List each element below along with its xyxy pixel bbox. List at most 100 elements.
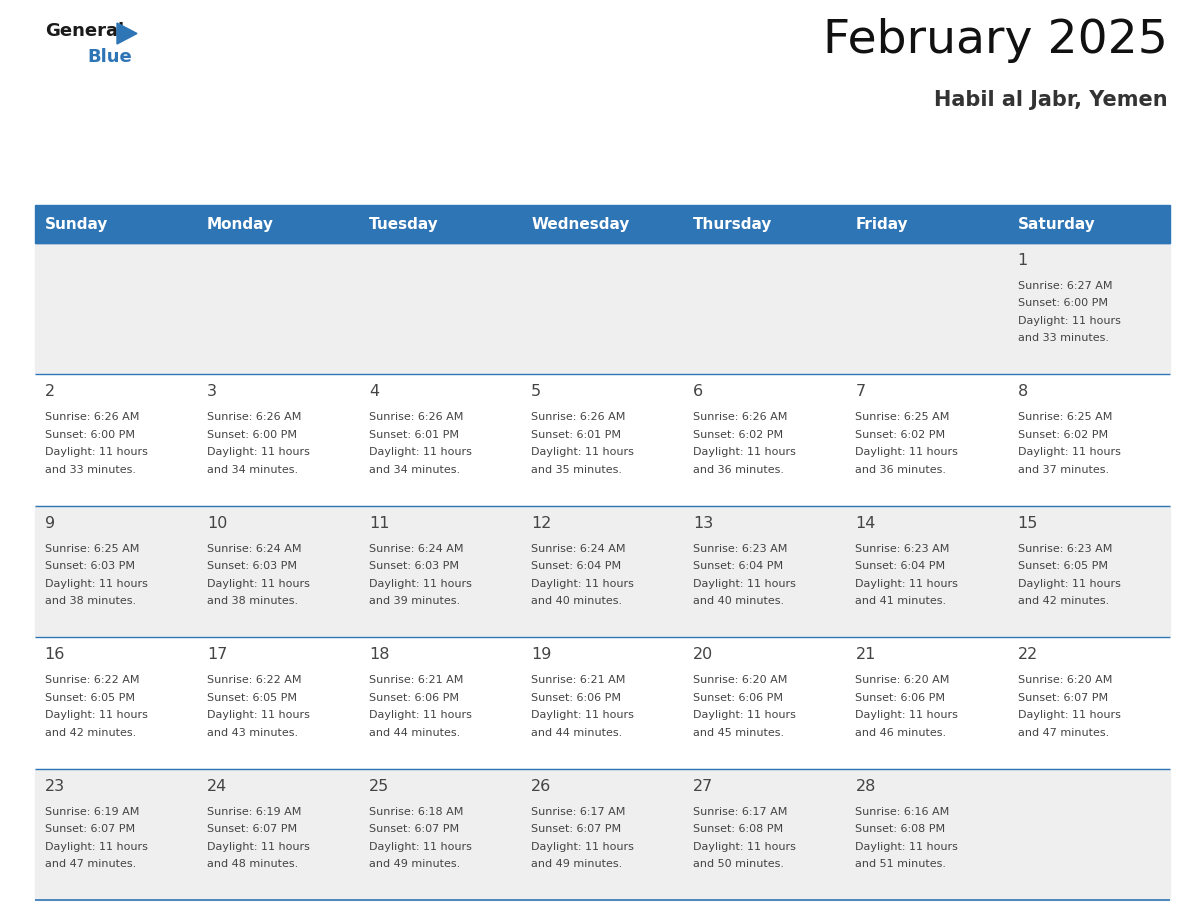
Text: and 38 minutes.: and 38 minutes. — [207, 597, 298, 606]
Polygon shape — [34, 205, 1170, 243]
Text: 25: 25 — [369, 778, 390, 793]
Text: and 44 minutes.: and 44 minutes. — [369, 728, 460, 738]
Polygon shape — [34, 375, 1170, 506]
Text: Sunrise: 6:19 AM: Sunrise: 6:19 AM — [45, 807, 139, 817]
Text: Sunrise: 6:22 AM: Sunrise: 6:22 AM — [207, 676, 302, 685]
Polygon shape — [116, 23, 137, 44]
Text: Daylight: 11 hours: Daylight: 11 hours — [45, 579, 147, 588]
Text: Monday: Monday — [207, 217, 274, 231]
Text: and 49 minutes.: and 49 minutes. — [531, 859, 623, 869]
Text: Sunset: 6:06 PM: Sunset: 6:06 PM — [694, 693, 783, 702]
Text: 22: 22 — [1018, 647, 1038, 662]
Text: Sunset: 6:06 PM: Sunset: 6:06 PM — [855, 693, 946, 702]
Text: 20: 20 — [694, 647, 714, 662]
Text: Daylight: 11 hours: Daylight: 11 hours — [207, 711, 310, 721]
Text: Daylight: 11 hours: Daylight: 11 hours — [531, 711, 634, 721]
Text: 5: 5 — [531, 385, 542, 399]
Text: Sunrise: 6:26 AM: Sunrise: 6:26 AM — [207, 412, 302, 422]
Text: Daylight: 11 hours: Daylight: 11 hours — [531, 842, 634, 852]
Text: Saturday: Saturday — [1018, 217, 1095, 231]
Text: Sunset: 6:02 PM: Sunset: 6:02 PM — [855, 430, 946, 440]
Text: Sunrise: 6:21 AM: Sunrise: 6:21 AM — [531, 676, 626, 685]
Text: Daylight: 11 hours: Daylight: 11 hours — [369, 579, 472, 588]
Text: and 37 minutes.: and 37 minutes. — [1018, 465, 1108, 475]
Text: Sunrise: 6:26 AM: Sunrise: 6:26 AM — [694, 412, 788, 422]
Text: 10: 10 — [207, 516, 227, 531]
Polygon shape — [34, 243, 1170, 375]
Text: Sunset: 6:03 PM: Sunset: 6:03 PM — [369, 561, 459, 571]
Text: Sunset: 6:07 PM: Sunset: 6:07 PM — [207, 824, 297, 834]
Text: Daylight: 11 hours: Daylight: 11 hours — [694, 447, 796, 457]
Text: Daylight: 11 hours: Daylight: 11 hours — [855, 447, 959, 457]
Text: and 47 minutes.: and 47 minutes. — [45, 859, 135, 869]
Text: and 40 minutes.: and 40 minutes. — [694, 597, 784, 606]
Text: Sunrise: 6:25 AM: Sunrise: 6:25 AM — [1018, 412, 1112, 422]
Text: 12: 12 — [531, 516, 551, 531]
Text: 3: 3 — [207, 385, 217, 399]
Text: and 36 minutes.: and 36 minutes. — [855, 465, 947, 475]
Text: Sunrise: 6:23 AM: Sunrise: 6:23 AM — [694, 543, 788, 554]
Text: and 34 minutes.: and 34 minutes. — [369, 465, 460, 475]
Text: and 50 minutes.: and 50 minutes. — [694, 859, 784, 869]
Text: Sunday: Sunday — [45, 217, 108, 231]
Text: 17: 17 — [207, 647, 227, 662]
Text: Sunrise: 6:26 AM: Sunrise: 6:26 AM — [45, 412, 139, 422]
Text: Sunrise: 6:17 AM: Sunrise: 6:17 AM — [694, 807, 788, 817]
Text: 18: 18 — [369, 647, 390, 662]
Text: 28: 28 — [855, 778, 876, 793]
Text: Sunset: 6:03 PM: Sunset: 6:03 PM — [45, 561, 134, 571]
Text: Sunset: 6:07 PM: Sunset: 6:07 PM — [1018, 693, 1107, 702]
Text: Sunrise: 6:26 AM: Sunrise: 6:26 AM — [369, 412, 463, 422]
Text: 16: 16 — [45, 647, 65, 662]
Text: Daylight: 11 hours: Daylight: 11 hours — [855, 579, 959, 588]
Text: Sunrise: 6:20 AM: Sunrise: 6:20 AM — [694, 676, 788, 685]
Text: Sunset: 6:05 PM: Sunset: 6:05 PM — [45, 693, 134, 702]
Text: and 47 minutes.: and 47 minutes. — [1018, 728, 1108, 738]
Text: Thursday: Thursday — [694, 217, 772, 231]
Text: Sunset: 6:05 PM: Sunset: 6:05 PM — [207, 693, 297, 702]
Text: Sunset: 6:05 PM: Sunset: 6:05 PM — [1018, 561, 1107, 571]
Text: Daylight: 11 hours: Daylight: 11 hours — [1018, 579, 1120, 588]
Text: Daylight: 11 hours: Daylight: 11 hours — [531, 447, 634, 457]
Text: Sunrise: 6:22 AM: Sunrise: 6:22 AM — [45, 676, 139, 685]
Text: Friday: Friday — [855, 217, 908, 231]
Text: Sunset: 6:04 PM: Sunset: 6:04 PM — [531, 561, 621, 571]
Text: 15: 15 — [1018, 516, 1038, 531]
Text: and 36 minutes.: and 36 minutes. — [694, 465, 784, 475]
Text: Sunrise: 6:17 AM: Sunrise: 6:17 AM — [531, 807, 626, 817]
Text: Sunrise: 6:21 AM: Sunrise: 6:21 AM — [369, 676, 463, 685]
Text: Daylight: 11 hours: Daylight: 11 hours — [1018, 316, 1120, 326]
Text: Sunrise: 6:16 AM: Sunrise: 6:16 AM — [855, 807, 949, 817]
Text: 4: 4 — [369, 385, 379, 399]
Text: 2: 2 — [45, 385, 55, 399]
Text: 23: 23 — [45, 778, 65, 793]
Polygon shape — [34, 637, 1170, 768]
Text: Daylight: 11 hours: Daylight: 11 hours — [1018, 711, 1120, 721]
Text: and 43 minutes.: and 43 minutes. — [207, 728, 298, 738]
Text: and 40 minutes.: and 40 minutes. — [531, 597, 623, 606]
Text: Daylight: 11 hours: Daylight: 11 hours — [531, 579, 634, 588]
Text: 21: 21 — [855, 647, 876, 662]
Text: February 2025: February 2025 — [823, 18, 1168, 63]
Text: Sunset: 6:03 PM: Sunset: 6:03 PM — [207, 561, 297, 571]
Text: Sunset: 6:00 PM: Sunset: 6:00 PM — [1018, 298, 1107, 308]
Text: Sunset: 6:08 PM: Sunset: 6:08 PM — [694, 824, 783, 834]
Text: Daylight: 11 hours: Daylight: 11 hours — [694, 579, 796, 588]
Text: Sunrise: 6:25 AM: Sunrise: 6:25 AM — [45, 543, 139, 554]
Text: and 44 minutes.: and 44 minutes. — [531, 728, 623, 738]
Text: Sunset: 6:07 PM: Sunset: 6:07 PM — [531, 824, 621, 834]
Text: Daylight: 11 hours: Daylight: 11 hours — [855, 842, 959, 852]
Text: and 33 minutes.: and 33 minutes. — [1018, 333, 1108, 343]
Text: Daylight: 11 hours: Daylight: 11 hours — [45, 711, 147, 721]
Text: Daylight: 11 hours: Daylight: 11 hours — [207, 842, 310, 852]
Text: Daylight: 11 hours: Daylight: 11 hours — [1018, 447, 1120, 457]
Text: 8: 8 — [1018, 385, 1028, 399]
Text: Daylight: 11 hours: Daylight: 11 hours — [694, 711, 796, 721]
Text: Daylight: 11 hours: Daylight: 11 hours — [369, 842, 472, 852]
Text: Sunrise: 6:19 AM: Sunrise: 6:19 AM — [207, 807, 302, 817]
Text: Sunrise: 6:23 AM: Sunrise: 6:23 AM — [855, 543, 950, 554]
Text: Sunset: 6:06 PM: Sunset: 6:06 PM — [531, 693, 621, 702]
Text: 14: 14 — [855, 516, 876, 531]
Text: Sunrise: 6:18 AM: Sunrise: 6:18 AM — [369, 807, 463, 817]
Text: Daylight: 11 hours: Daylight: 11 hours — [45, 842, 147, 852]
